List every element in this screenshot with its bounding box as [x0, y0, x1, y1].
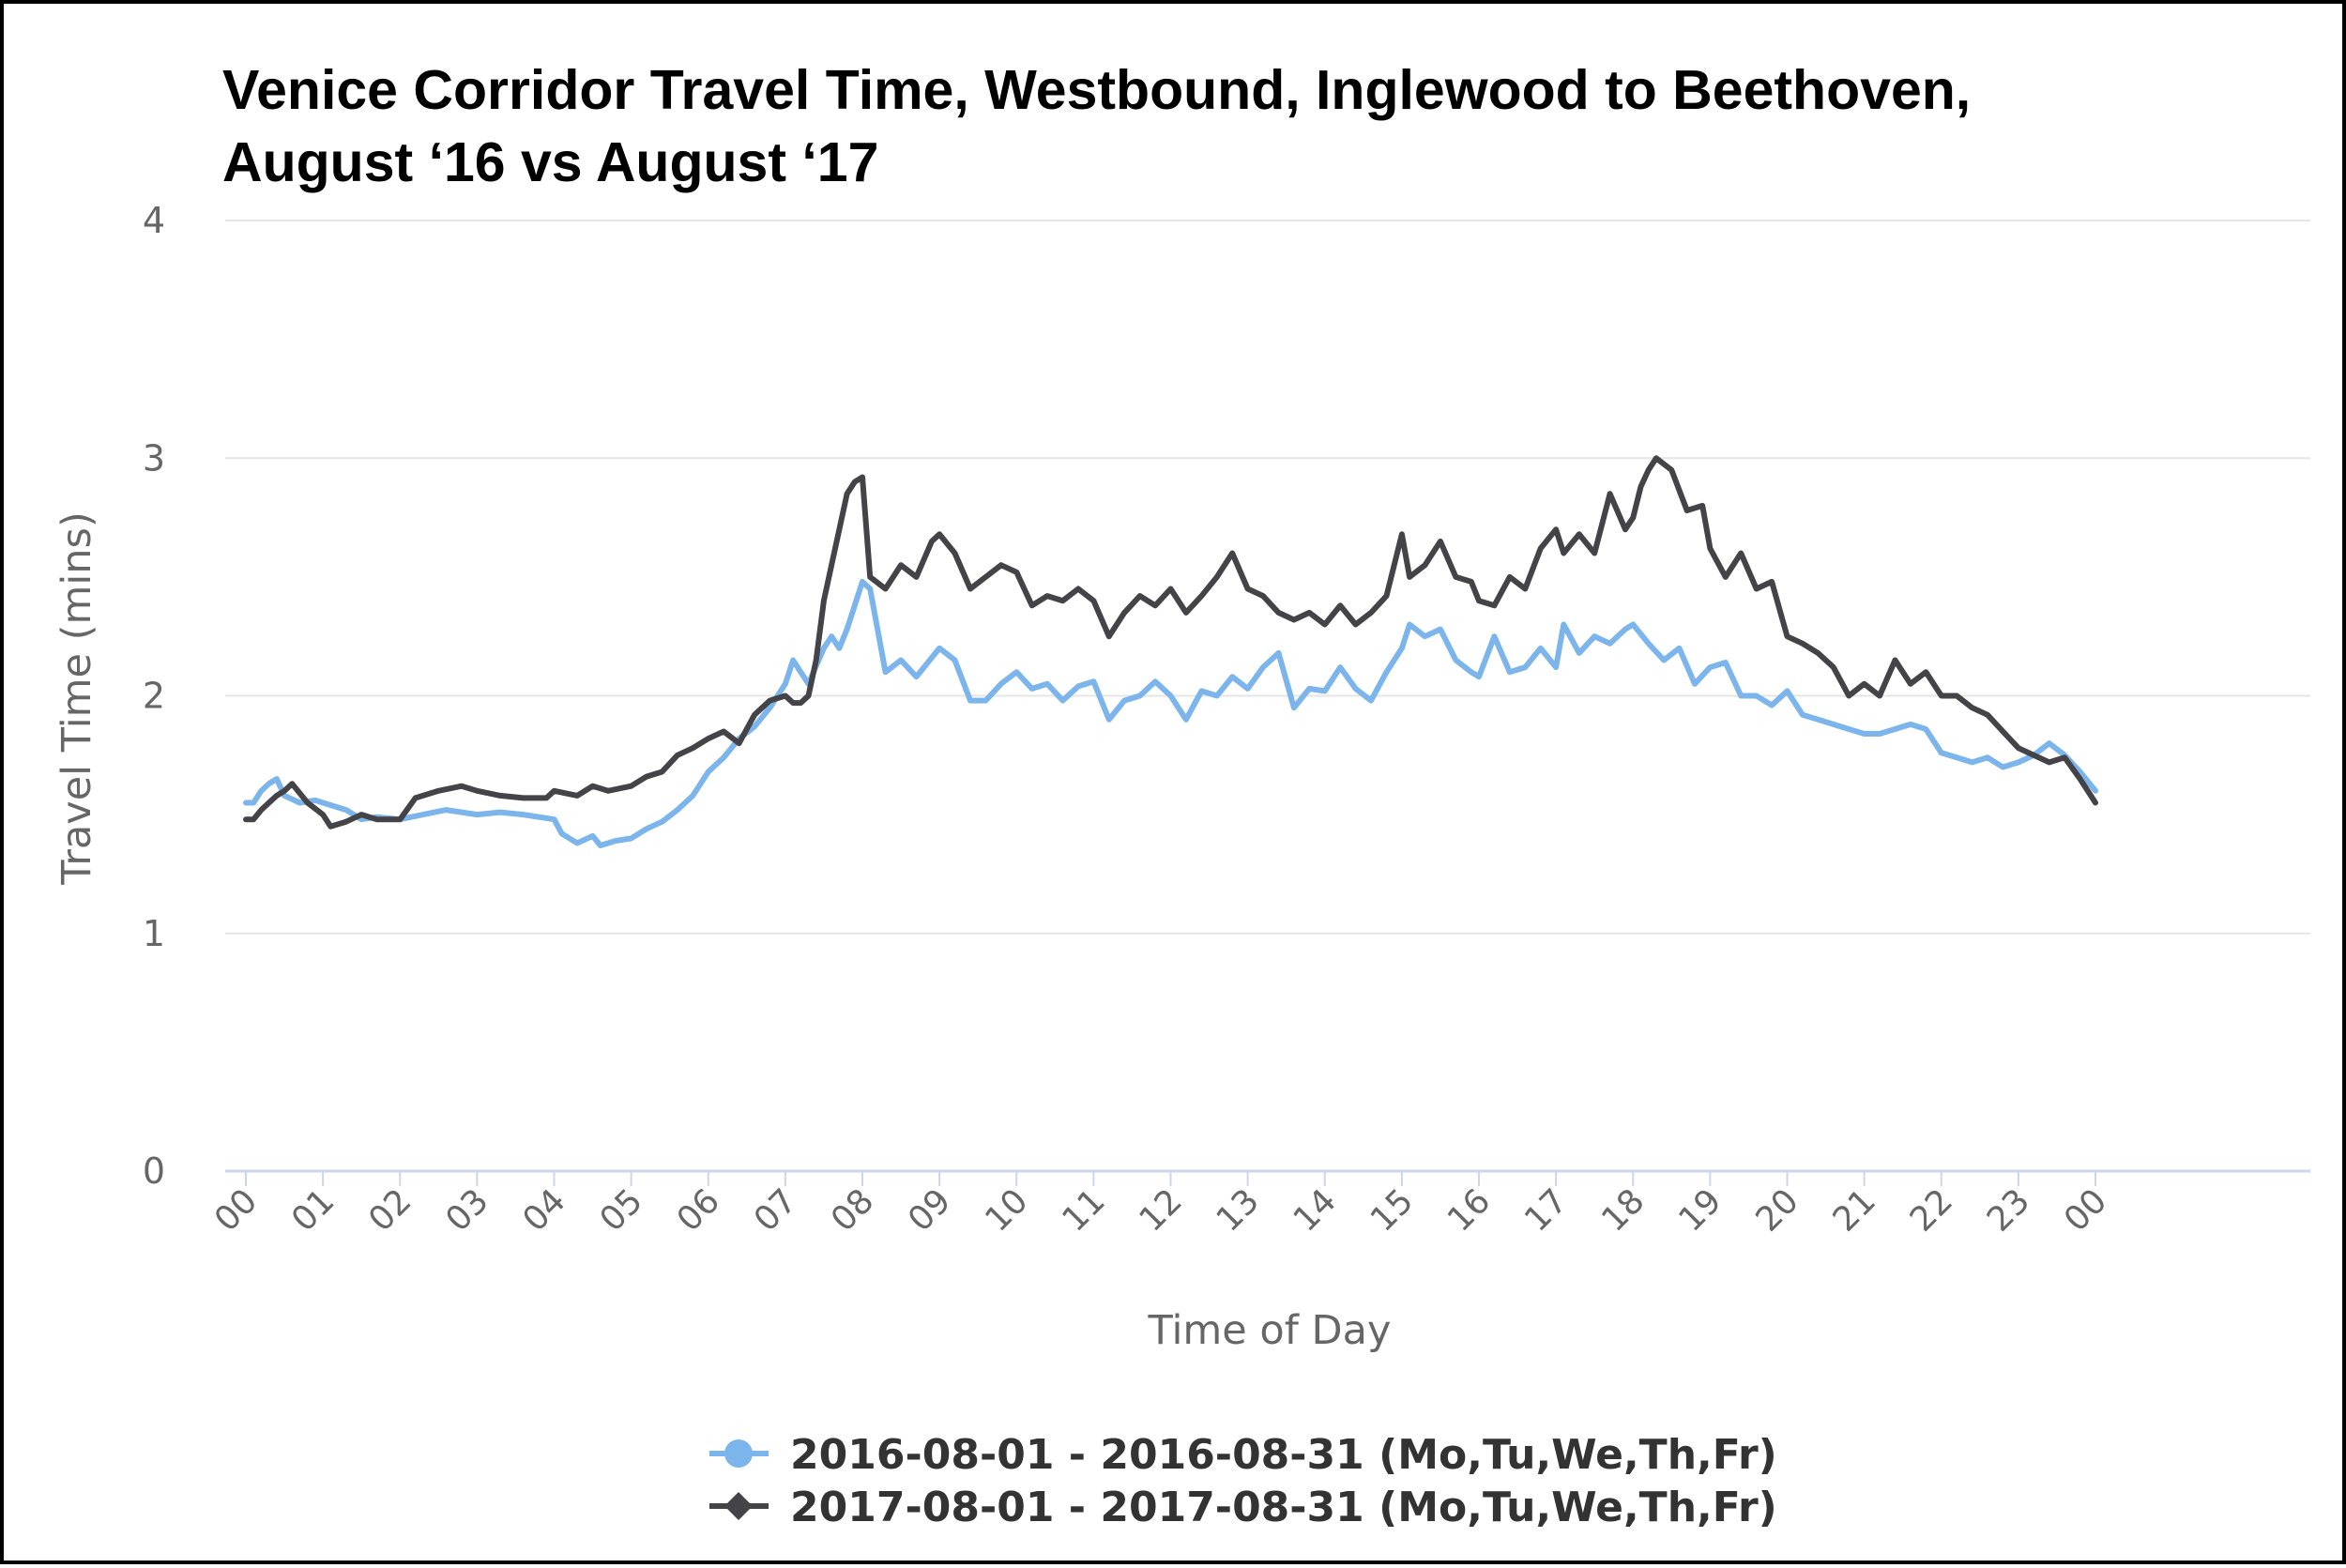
x-tick-label: 06: [670, 1181, 727, 1239]
x-tick-label: 20: [1748, 1181, 1805, 1239]
chart-title: Venice Corridor Travel Time, Westbound, …: [222, 59, 1971, 193]
x-tick-label: 03: [438, 1181, 495, 1239]
y-tick-label: 0: [143, 1150, 165, 1192]
x-tick-label: 22: [1903, 1181, 1960, 1239]
x-tick-label: 07: [747, 1181, 804, 1239]
x-tick-label: 17: [1517, 1181, 1575, 1239]
legend: 2016-08-01 - 2016-08-31 (Mo,Tu,We,Th,Fr)…: [709, 1431, 1777, 1531]
legend-label-1: 2016-08-01 - 2016-08-31 (Mo,Tu,We,Th,Fr): [790, 1431, 1777, 1479]
series-line-1: [243, 578, 2098, 848]
x-tick-label: 11: [1055, 1181, 1112, 1239]
x-tick-label: 00: [2057, 1181, 2114, 1239]
x-tick-label: 08: [824, 1181, 881, 1239]
legend-item-1[interactable]: 2016-08-01 - 2016-08-31 (Mo,Tu,We,Th,Fr): [709, 1431, 1777, 1479]
chart-title-line-1: Venice Corridor Travel Time, Westbound, …: [222, 59, 1971, 121]
x-tick-label: 13: [1210, 1181, 1267, 1239]
legend-diamond-marker: [724, 1492, 753, 1520]
x-tick-label: 15: [1363, 1181, 1421, 1239]
x-tick-label: 09: [901, 1181, 958, 1239]
x-tick-label: 19: [1671, 1181, 1729, 1239]
y-tick-label: 2: [143, 676, 165, 717]
y-tick-label: 4: [143, 200, 165, 241]
x-tick-label: 04: [515, 1181, 572, 1239]
x-tick-label: 23: [1980, 1181, 2037, 1239]
x-tick-label: 16: [1440, 1181, 1498, 1239]
x-tick-label: 01: [284, 1181, 342, 1239]
x-tick-label: 00: [207, 1181, 265, 1239]
y-tick-label: 3: [143, 437, 165, 479]
legend-circle-marker: [724, 1439, 753, 1468]
series-line-2: [243, 455, 2098, 830]
x-tick-label: 02: [361, 1181, 419, 1239]
x-axis-title: Time of Day: [1148, 1307, 1392, 1354]
gridlines: [225, 220, 2310, 935]
x-tick-label: 14: [1287, 1181, 1344, 1239]
x-tick-label: 05: [593, 1181, 650, 1239]
x-axis-tick-labels: 00 01 02 03 04 05 06 07 08 09 10 11 12 13 14 15 16 17 18 19…: [207, 1171, 2114, 1240]
series-lines: [243, 455, 2098, 848]
x-tick-label: 21: [1826, 1181, 1883, 1239]
legend-label-2: 2017-08-01 - 2017-08-31 (Mo,Tu,We,Th,Fr): [790, 1484, 1777, 1531]
legend-item-2[interactable]: 2017-08-01 - 2017-08-31 (Mo,Tu,We,Th,Fr): [709, 1484, 1777, 1531]
x-tick-label: 12: [1132, 1181, 1189, 1239]
y-axis-title: Travel Time (mins): [53, 511, 100, 885]
y-tick-label: 1: [143, 913, 165, 954]
line-chart: Venice Corridor Travel Time, Westbound, …: [53, 59, 2310, 1531]
x-tick-label: 10: [978, 1181, 1035, 1239]
chart-title-line-2: August ‘16 vs August ‘17: [222, 131, 878, 193]
x-tick-label: 18: [1594, 1181, 1652, 1239]
y-axis-tick-labels: 0 1 2 3 4: [143, 200, 165, 1192]
